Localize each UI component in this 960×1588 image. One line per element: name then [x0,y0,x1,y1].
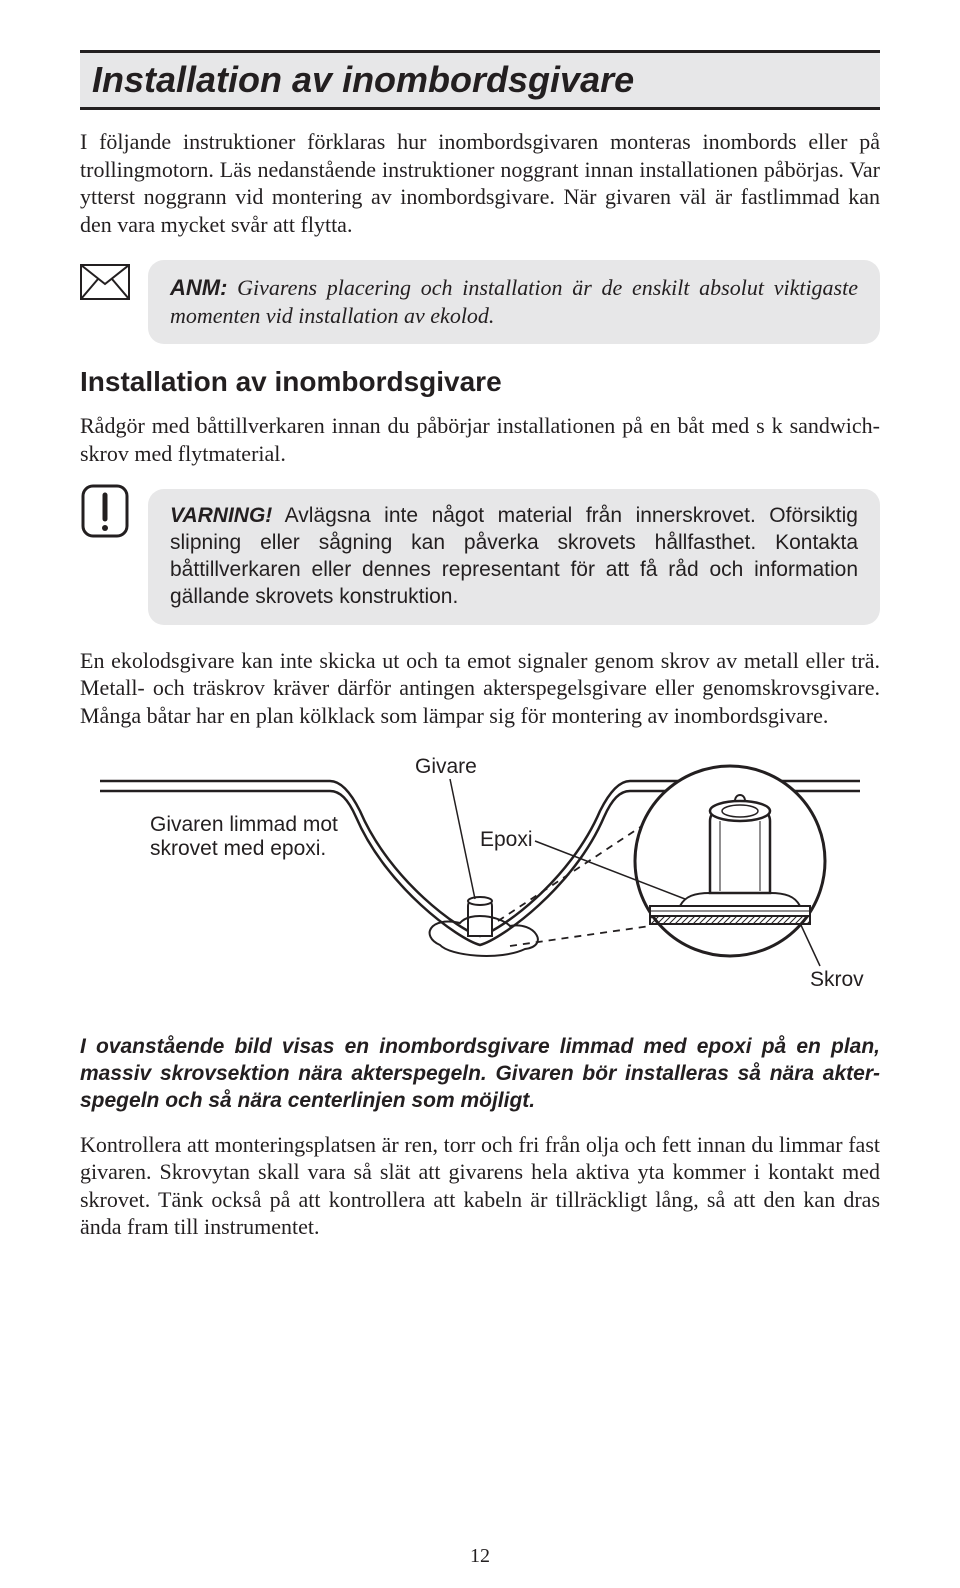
note-body: Givarens placering och installation är d… [170,275,858,328]
note-label: ANM: [170,275,227,300]
final-paragraph: Kontrollera att monteringsplatsen är ren… [80,1131,880,1241]
warning-body: Avlägsna inte något material från inners… [170,504,858,608]
label-epoxi: Epoxi [480,828,533,851]
note-callout: ANM: Givarens placering och installation… [80,260,880,344]
note-text: ANM: Givarens placering och installation… [170,274,858,330]
envelope-icon [80,260,130,304]
svg-text:skrovet med epoxi.: skrovet med epoxi. [150,837,326,860]
section-paragraph-1: Rådgör med båttillverkaren innan du påbö… [80,412,880,467]
warning-callout: VARNING! Avlägsna inte något material fr… [80,489,880,625]
page-title: Installation av inombordsgivare [92,59,868,101]
label-skrov: Skrov [810,968,864,991]
section-heading: Installation av inombordsgivare [80,366,880,398]
svg-text:Givaren limmad mot: Givaren limmad mot [150,813,338,836]
warning-label: VARNING! [170,504,272,527]
paragraph-after-warning: En ekolodsgivare kan inte skicka ut och … [80,647,880,730]
warning-text: VARNING! Avlägsna inte något material fr… [170,503,858,611]
page-number: 12 [0,1545,960,1568]
warning-box: VARNING! Avlägsna inte något material fr… [148,489,880,625]
warning-icon [80,489,130,533]
note-box: ANM: Givarens placering och installation… [148,260,880,344]
title-bar: Installation av inombordsgivare [80,50,880,110]
label-givare: Givare [415,755,477,778]
hull-diagram: Givare Epoxi Skrov Givaren limmad mot sk… [80,751,880,1016]
diagram-caption: I ovanstående bild visas en inombordsgiv… [80,1034,880,1115]
intro-paragraph: I följande instruktioner förklaras hur i… [80,128,880,238]
